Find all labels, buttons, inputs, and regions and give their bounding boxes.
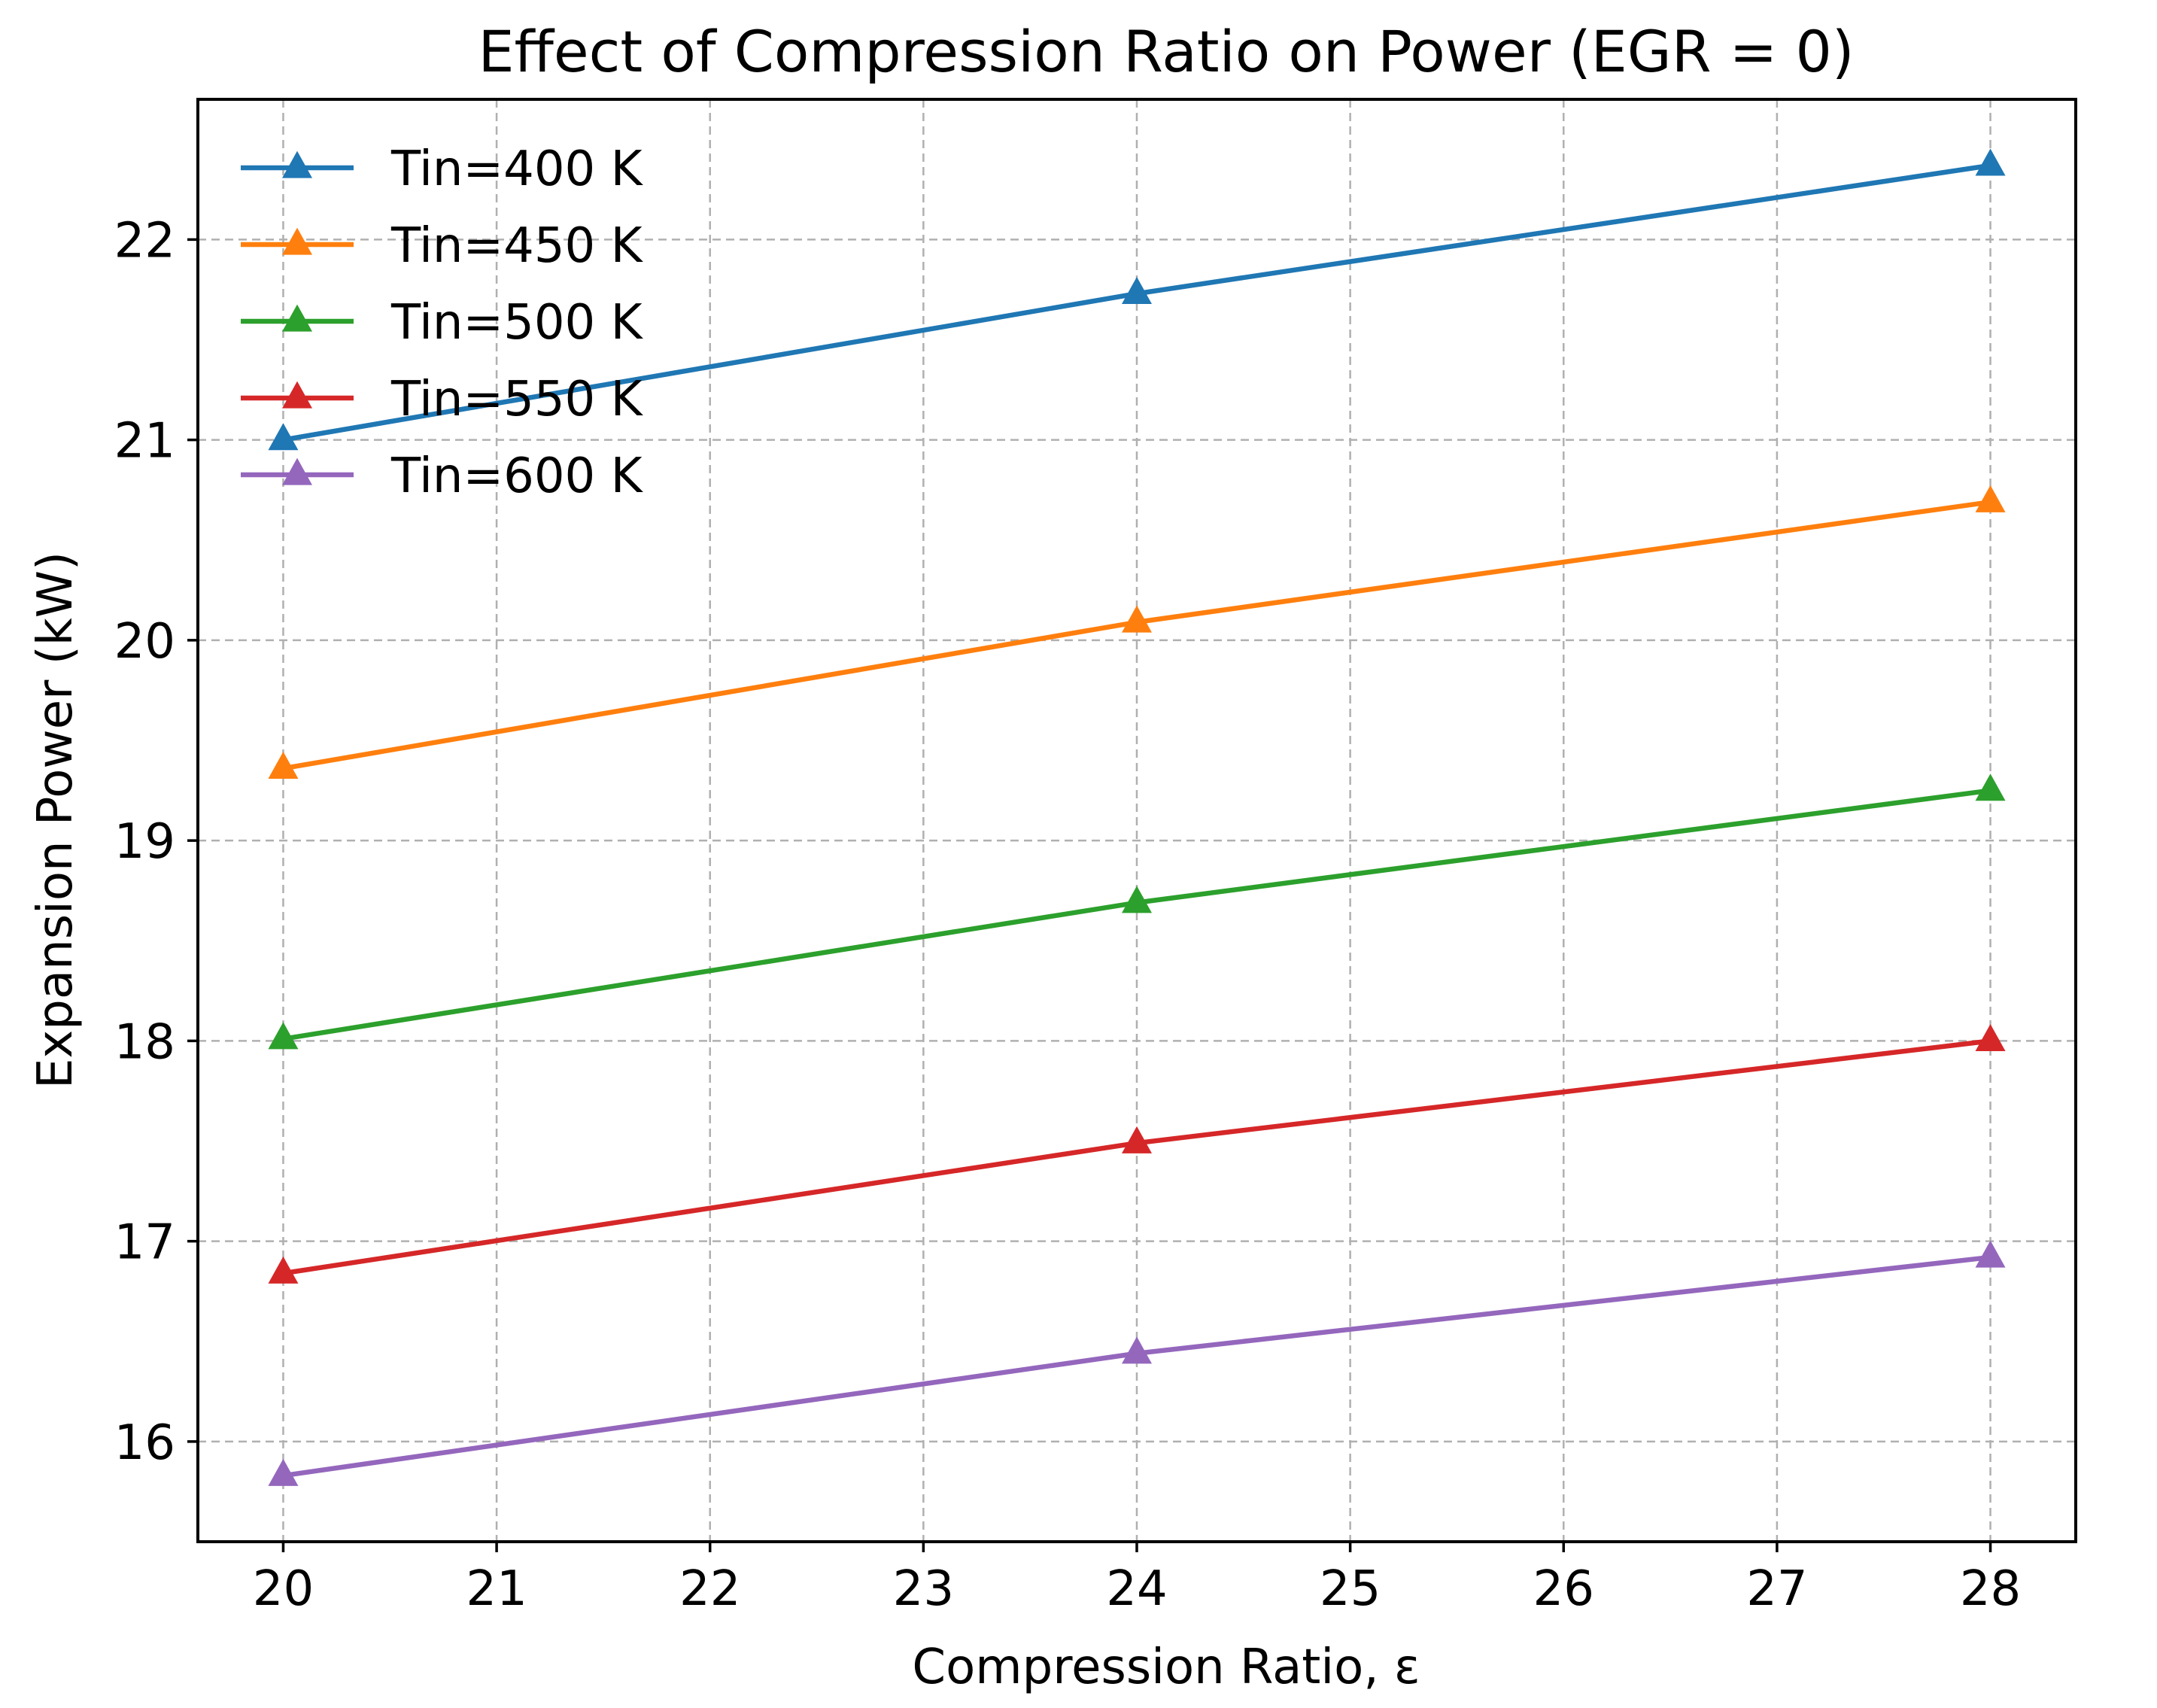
legend-label: Tin=500 K [390,295,644,351]
legend: Tin=400 K Tin=450 K Tin=500 K Tin=550 K Tin=… [241,141,644,504]
legend-label: Tin=400 K [390,141,644,197]
x-tick-label: 24 [1106,1561,1167,1617]
series-layer [268,148,2006,1486]
legend-marker [282,381,312,409]
x-axis: 20 21 22 23 24 25 26 27 28 [253,1542,2021,1617]
legend-marker [282,304,312,332]
data-point [1122,886,1152,913]
x-tick-label: 26 [1533,1561,1594,1617]
legend-marker [282,227,312,255]
legend-item: Tin=550 K [241,372,644,427]
series-1 [268,148,2006,451]
data-point [268,751,299,779]
legend-label: Tin=450 K [390,218,644,274]
series-2 [268,485,2006,779]
x-tick-label: 25 [1320,1561,1381,1617]
data-point [1975,773,2006,801]
y-tick-label: 22 [114,213,175,269]
legend-item: Tin=400 K [241,141,644,197]
data-point [268,1022,299,1050]
data-point [1122,1336,1152,1364]
series-3 [268,773,2006,1050]
legend-marker [282,150,312,178]
y-tick-label: 20 [114,614,175,670]
y-axis: 16 17 18 19 20 21 22 [114,213,198,1471]
data-point [1975,1024,2006,1052]
x-tick-label: 21 [466,1561,527,1617]
legend-item: Tin=450 K [241,218,644,274]
x-tick-label: 27 [1746,1561,1807,1617]
data-point [1975,148,2006,176]
chart-title: Effect of Compression Ratio on Power (EG… [478,18,1854,85]
legend-label: Tin=600 K [390,448,644,504]
x-tick-label: 20 [253,1561,314,1617]
data-point [268,1458,299,1486]
data-point [1975,1240,2006,1268]
y-tick-label: 16 [114,1415,175,1471]
data-point [1122,605,1152,633]
y-tick-label: 17 [114,1215,175,1271]
x-tick-label: 23 [893,1561,954,1617]
data-point [268,423,299,451]
legend-item: Tin=500 K [241,295,644,351]
legend-marker [282,457,312,485]
data-point [1122,1126,1152,1153]
legend-label: Tin=550 K [390,372,644,427]
data-point [1122,276,1152,304]
series-4 [268,1024,2006,1284]
y-tick-label: 21 [114,414,175,470]
y-tick-label: 19 [114,814,175,870]
legend-item: Tin=600 K [241,448,644,504]
data-point [1975,485,2006,512]
x-axis-label: Compression Ratio, ε [912,1640,1420,1695]
x-tick-label: 28 [1960,1561,2021,1617]
y-tick-label: 18 [114,1014,175,1070]
series-5 [268,1240,2006,1486]
data-point [268,1256,299,1284]
y-axis-label: Expansion Power (kW) [28,552,84,1089]
x-tick-label: 22 [679,1561,740,1617]
